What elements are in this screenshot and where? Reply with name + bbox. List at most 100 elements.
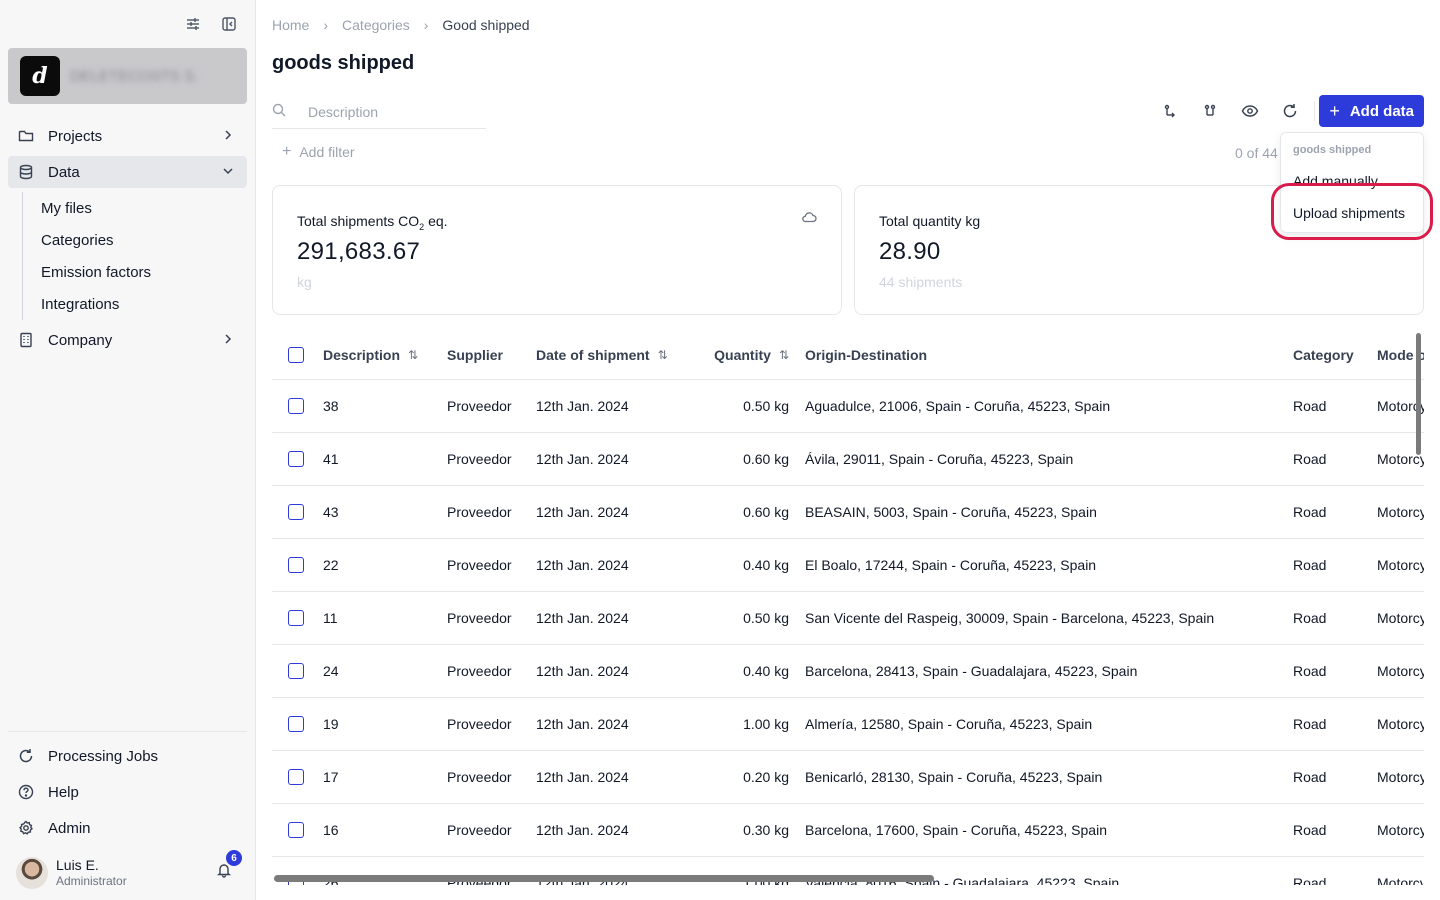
cell-category: Road xyxy=(1293,663,1327,679)
cell-mode: Motorcycle xyxy=(1377,451,1424,467)
refresh-icon[interactable] xyxy=(1270,95,1310,127)
search-bar xyxy=(272,96,486,129)
cell-origin-destination: El Boalo, 17244, Spain - Coruña, 45223, … xyxy=(805,557,1097,573)
chevron-right-icon: › xyxy=(423,17,429,33)
gear-icon xyxy=(18,820,34,836)
page-title: goods shipped xyxy=(272,52,415,74)
row-checkbox[interactable] xyxy=(288,398,304,414)
nav-item-processing-jobs[interactable]: Processing Jobs xyxy=(8,740,247,772)
subnav-item-emission-factors[interactable]: Emission factors xyxy=(41,263,152,281)
row-checkbox[interactable] xyxy=(288,822,304,838)
row-select-cell xyxy=(288,486,304,538)
table-row[interactable]: 43 Proveedor 12th Jan. 2024 0.60 kg BEASAIN,… xyxy=(272,486,1424,539)
chevron-right-icon xyxy=(221,128,235,146)
cell-origin-destination: Aguadulce, 21006, Spain - Coruña, 45223,… xyxy=(805,398,1111,414)
subnav-item-integrations[interactable]: Integrations xyxy=(41,295,120,313)
subnav-item-categories[interactable]: Categories xyxy=(41,231,114,249)
header-description[interactable]: Description ⇅ xyxy=(323,346,419,363)
card-unit: kg xyxy=(297,274,312,290)
header-supplier: Supplier xyxy=(447,346,504,363)
table-row[interactable]: 17 Proveedor 12th Jan. 2024 0.20 kg Benicarl… xyxy=(272,751,1424,804)
cell-mode: Motorcycle xyxy=(1377,398,1424,414)
subnav-item-my-files[interactable]: My files xyxy=(41,199,92,217)
card-unit: 44 shipments xyxy=(879,274,963,290)
cell-quantity: 0.40 kg xyxy=(743,557,789,573)
vertical-scrollbar[interactable] xyxy=(1416,333,1421,455)
select-all-checkbox[interactable] xyxy=(288,346,304,363)
user-info: Luis E. Administrator xyxy=(56,857,127,889)
cell-supplier: Proveedor xyxy=(447,610,512,626)
card-label: Total quantity kg xyxy=(879,213,981,229)
row-checkbox[interactable] xyxy=(288,716,304,732)
eye-icon[interactable] xyxy=(1230,95,1270,127)
table-row[interactable]: 19 Proveedor 12th Jan. 2024 1.00 kg Almería,… xyxy=(272,698,1424,751)
nav-item-admin[interactable]: Admin xyxy=(8,812,247,844)
nav-item-projects[interactable]: Projects xyxy=(8,120,247,152)
cell-supplier: Proveedor xyxy=(447,663,512,679)
bottom-nav: Processing Jobs Help Admin xyxy=(8,740,247,848)
table-row[interactable]: 11 Proveedor 12th Jan. 2024 0.50 kg San Vice… xyxy=(272,592,1424,645)
table-row[interactable]: 16 Proveedor 12th Jan. 2024 0.30 kg Barcelon… xyxy=(272,804,1424,857)
columns-icon[interactable] xyxy=(1190,95,1230,127)
cell-description: 41 xyxy=(323,451,339,467)
avatar xyxy=(16,857,48,889)
add-filter-button[interactable]: + Add filter xyxy=(282,143,355,161)
cell-description: 11 xyxy=(323,610,338,626)
sidebar-divider xyxy=(8,731,247,732)
row-select-cell xyxy=(288,592,304,644)
row-checkbox[interactable] xyxy=(288,504,304,520)
row-select-cell xyxy=(288,539,304,591)
nav-item-data[interactable]: Data xyxy=(8,156,247,188)
filters-icon[interactable] xyxy=(183,14,203,34)
search-input[interactable] xyxy=(308,104,478,120)
add-data-label: Add data xyxy=(1349,102,1414,120)
nav-label: Projects xyxy=(48,127,103,145)
sort-icon[interactable]: ⇅ xyxy=(657,347,668,362)
cell-origin-destination: Ávila, 29011, Spain - Coruña, 45223, Spa… xyxy=(805,451,1074,467)
menu-item-upload-shipments[interactable]: Upload shipments xyxy=(1293,205,1406,221)
menu-item-add-manually[interactable]: Add manually xyxy=(1293,173,1378,189)
nav-label: Company xyxy=(48,331,113,349)
row-checkbox[interactable] xyxy=(288,769,304,785)
cell-quantity: 1.00 kg xyxy=(743,716,789,732)
nav-item-help[interactable]: Help xyxy=(8,776,247,808)
cell-origin-destination: València, 8016, Spain - Guadalajara, 452… xyxy=(805,875,1120,885)
row-select-cell xyxy=(288,433,304,485)
breadcrumb-categories[interactable]: Categories xyxy=(342,17,410,33)
user-profile[interactable]: Luis E. Administrator 6 xyxy=(16,850,246,890)
add-data-button[interactable]: + Add data xyxy=(1319,95,1424,127)
row-checkbox[interactable] xyxy=(288,663,304,679)
horizontal-scrollbar[interactable] xyxy=(274,875,934,882)
row-select-cell xyxy=(288,380,304,432)
organization-switcher[interactable]: d DELETECOSTS S. xyxy=(8,48,247,104)
breadcrumb: Home › Categories › Good shipped xyxy=(272,17,530,33)
download-icon[interactable] xyxy=(1150,95,1190,127)
sort-icon[interactable]: ⇅ xyxy=(778,347,789,362)
cloud-icon xyxy=(801,210,817,229)
cell-category: Road xyxy=(1293,769,1327,785)
cell-mode: Motorcycle xyxy=(1377,663,1424,679)
cell-category: Road xyxy=(1293,557,1327,573)
table-row[interactable]: 22 Proveedor 12th Jan. 2024 0.40 kg El Boalo… xyxy=(272,539,1424,592)
header-date[interactable]: Date of shipment ⇅ xyxy=(536,346,668,363)
cell-date: 12th Jan. 2024 xyxy=(536,557,629,573)
cell-origin-destination: BEASAIN, 5003, Spain - Coruña, 45223, Sp… xyxy=(805,504,1097,520)
table-row[interactable]: 38 Proveedor 12th Jan. 2024 0.50 kg Aguadulc… xyxy=(272,380,1424,433)
bell-icon[interactable] xyxy=(216,862,232,883)
table-row[interactable]: 41 Proveedor 12th Jan. 2024 0.60 kg Ávila, 2… xyxy=(272,433,1424,486)
row-checkbox[interactable] xyxy=(288,557,304,573)
summary-card-co2: Total shipments CO2 eq. 291,683.67 kg xyxy=(272,185,842,315)
toolbar: + Add data xyxy=(1150,95,1424,127)
collapse-sidebar-icon[interactable] xyxy=(219,14,239,34)
header-quantity[interactable]: Quantity ⇅ xyxy=(714,346,789,363)
row-checkbox[interactable] xyxy=(288,451,304,467)
breadcrumb-home[interactable]: Home xyxy=(272,17,310,33)
cell-category: Road xyxy=(1293,875,1327,885)
nav-label: Data xyxy=(48,163,80,181)
sort-icon[interactable]: ⇅ xyxy=(408,347,419,362)
table-row[interactable]: 24 Proveedor 12th Jan. 2024 0.40 kg Barcelon… xyxy=(272,645,1424,698)
row-checkbox[interactable] xyxy=(288,610,304,626)
nav-item-company[interactable]: Company xyxy=(8,324,247,356)
cell-origin-destination: Benicarló, 28130, Spain - Coruña, 45223,… xyxy=(805,769,1103,785)
row-select-cell xyxy=(288,698,304,750)
